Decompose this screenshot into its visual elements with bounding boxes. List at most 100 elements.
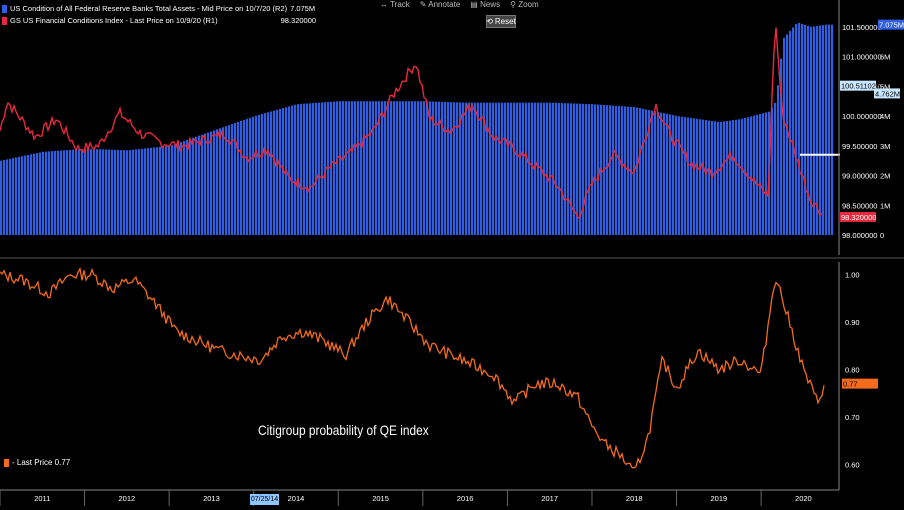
fed-assets-bar	[723, 121, 726, 235]
fed-assets-bar	[375, 101, 378, 235]
gs-fci-line-group	[0, 27, 840, 220]
fed-assets-bar	[684, 117, 687, 235]
fed-assets-bar	[189, 138, 192, 235]
fed-assets-bar	[204, 133, 207, 235]
fed-assets-bar	[558, 102, 561, 236]
fed-assets-bar	[615, 105, 618, 235]
fed-assets-bar	[561, 103, 564, 235]
x-tick-label: 2015	[372, 494, 389, 503]
fed-assets-bar	[414, 101, 417, 235]
fed-assets-bar	[270, 111, 273, 235]
track-button[interactable]: ↔ Track	[380, 0, 410, 9]
fed-assets-bar	[828, 24, 831, 235]
fed-assets-bar	[498, 102, 501, 235]
top-r2-tick-label: 2M	[880, 172, 890, 181]
citi-qe-line	[0, 267, 825, 469]
fed-assets-bar	[807, 25, 810, 235]
x-tick-label: 2018	[626, 494, 643, 503]
fed-assets-bar	[732, 120, 735, 235]
fed-assets-bar	[741, 118, 744, 235]
fed-assets-bar	[507, 102, 510, 235]
fed-assets-bar	[93, 149, 96, 235]
bottom-tick-label: 0.60	[845, 460, 860, 469]
reset-label: Reset	[494, 17, 516, 26]
fed-assets-bar	[456, 102, 459, 235]
fed-assets-bar	[183, 140, 186, 235]
fed-assets-bar	[363, 101, 366, 235]
fed-assets-bars	[0, 12, 834, 236]
fed-assets-bar	[693, 118, 696, 235]
fed-assets-bar	[570, 103, 573, 236]
fed-assets-bar	[69, 149, 72, 235]
fed-assets-bar	[90, 148, 93, 235]
blue-swatch-icon	[2, 5, 7, 13]
fed-assets-bar	[636, 107, 639, 235]
fed-assets-bar	[177, 143, 180, 235]
x-tick-label: 2020	[795, 494, 812, 503]
fed-assets-bar	[231, 124, 234, 235]
fed-assets-bar	[0, 160, 3, 235]
fed-assets-bar	[51, 151, 54, 235]
zoom-button[interactable]: ⚲ Zoom	[510, 0, 539, 9]
fed-assets-bar	[813, 26, 816, 235]
fed-assets-bar	[663, 113, 666, 235]
fed-assets-bar	[105, 149, 108, 235]
fed-assets-bar	[777, 85, 780, 235]
fed-assets-bar	[720, 121, 723, 235]
fed-assets-bar	[264, 113, 267, 235]
fed-assets-bar	[630, 106, 633, 235]
fed-assets-bar	[675, 115, 678, 235]
news-label: News	[480, 0, 501, 9]
fed-assets-bar	[408, 101, 411, 235]
news-button[interactable]: ▤ News	[470, 0, 501, 9]
fed-assets-bar	[276, 109, 279, 235]
fed-assets-bar	[15, 157, 18, 235]
fed-assets-bar	[753, 115, 756, 235]
fed-assets-bar	[309, 103, 312, 236]
fed-assets-bar	[792, 27, 795, 235]
fed-assets-bar	[825, 24, 828, 235]
fed-assets-bar	[72, 149, 75, 235]
fed-assets-bar	[699, 119, 702, 235]
legend-last-price-label: - Last Price 0.77	[12, 458, 71, 467]
fed-assets-bar	[45, 151, 48, 235]
fed-assets-bar	[96, 149, 99, 235]
fed-assets-bar	[576, 103, 579, 235]
top-r2-tick-label: 3M	[880, 142, 890, 151]
fed-assets-bar	[318, 102, 321, 235]
fed-assets-bar	[552, 102, 555, 235]
zoom-label: Zoom	[518, 0, 539, 9]
x-axis: 2011 2012 2013 2014 2015 2016 2017 2018 2019 2020	[0, 489, 839, 506]
top-r1-tick-label: 100.000000	[842, 112, 882, 121]
top-legend: US Condition of All Federal Reserve Bank…	[2, 3, 316, 27]
fed-assets-bar	[249, 117, 252, 235]
fed-assets-bar	[537, 102, 540, 235]
fed-assets-bar	[750, 116, 753, 235]
fed-assets-bar	[288, 106, 291, 235]
reset-button[interactable]: ⟲ Reset	[486, 15, 516, 28]
fed-assets-bar	[798, 22, 801, 235]
fed-assets-bar	[729, 120, 732, 235]
fed-assets-bar	[39, 152, 42, 235]
fed-assets-value-label: 7.075M	[879, 21, 904, 30]
fed-assets-bar	[783, 37, 786, 236]
fed-assets-bar	[396, 101, 399, 235]
fed-assets-bar	[504, 102, 507, 235]
fed-assets-bar	[477, 102, 480, 235]
fed-assets-bar	[738, 119, 741, 235]
top-r2-tick-label: 6M	[880, 53, 890, 62]
citi-last-value-label-bg	[842, 378, 878, 389]
fed-assets-bar	[6, 159, 9, 235]
x-tick-label: 2019	[710, 494, 727, 503]
fed-assets-bar	[330, 101, 333, 235]
legend-fed-assets-value: 7.075M	[290, 4, 316, 13]
fed-assets-bar	[483, 102, 486, 235]
fed-assets-bar	[744, 117, 747, 235]
fed-assets-bar	[237, 121, 240, 235]
bottom-tick-label: 0.80	[845, 365, 860, 374]
annotate-button[interactable]: ✎ Annotate	[419, 0, 461, 9]
fed-assets-bar	[480, 102, 483, 235]
fed-assets-bar	[705, 120, 708, 235]
fed-assets-bar	[135, 149, 138, 235]
